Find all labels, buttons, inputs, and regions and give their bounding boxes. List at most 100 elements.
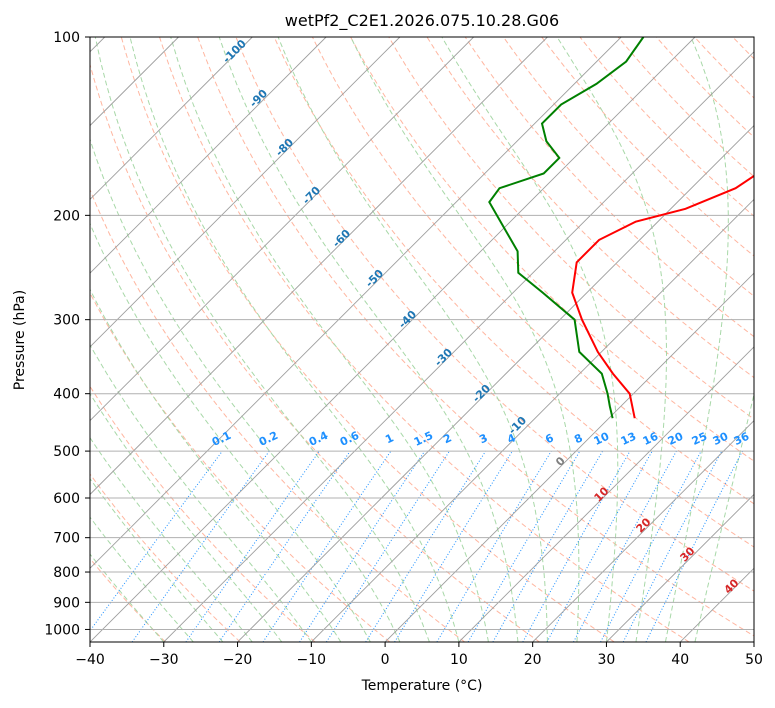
mixing-ratio-line [573, 450, 677, 642]
isotherm-label: -60 [330, 227, 353, 250]
isotherm-label: -100 [220, 37, 249, 66]
isotherm-line [90, 37, 327, 274]
dry-adiabat [388, 37, 754, 420]
mixing-ratio-line [492, 450, 604, 642]
isotherm-label: -70 [300, 184, 323, 207]
moist-adiabat [694, 392, 754, 642]
isotherm-label: -20 [470, 382, 493, 405]
isotherm-line [90, 37, 179, 127]
isotherm-line [163, 51, 754, 642]
dry-adiabat [694, 37, 754, 99]
dry-adiabat [90, 62, 540, 642]
y-tick-label: 300 [53, 313, 80, 329]
isotherm-line [90, 37, 474, 422]
mixing-ratio-label: 0.4 [307, 429, 330, 449]
isotherm-line [753, 641, 754, 642]
dry-adiabat [311, 37, 754, 505]
moist-adiabat [90, 392, 283, 642]
mixing-ratio-line [622, 450, 723, 642]
mixing-ratio-line [325, 450, 450, 642]
isotherm-line [90, 37, 696, 642]
isotherm-label: -50 [363, 267, 386, 290]
temperature-line [571, 174, 754, 419]
isotherm-label: -30 [432, 346, 455, 369]
dry-adiabat [350, 37, 754, 462]
y-tick-label: 500 [53, 444, 80, 460]
x-tick-label: 20 [524, 652, 542, 668]
mixing-ratio-line [131, 450, 270, 642]
y-tick-label: 900 [53, 595, 80, 611]
moist-adiabat [277, 37, 548, 642]
y-tick-label: 1000 [44, 622, 80, 638]
isotherm-line [90, 37, 622, 569]
mixing-ratio-label: 13 [619, 430, 638, 448]
plot-frame [89, 36, 755, 643]
dry-adiabat [90, 640, 91, 642]
isotherm-line [237, 124, 754, 642]
x-tick-label: 50 [745, 652, 763, 668]
moist-adiabat [90, 343, 312, 642]
dry-adiabat [120, 37, 615, 642]
moist-adiabat [90, 222, 371, 642]
mixing-ratio-line [645, 450, 743, 642]
mixing-ratio-line [90, 450, 223, 632]
x-tick-label: −10 [297, 652, 327, 668]
dry-adiabat [771, 37, 775, 642]
background-lines [90, 37, 775, 642]
mixing-ratio-label: 3 [477, 431, 489, 446]
mixing-ratio-label: 10 [592, 430, 612, 448]
mixing-ratio-label: 25 [690, 430, 709, 448]
moist-adiabat [90, 553, 165, 642]
dry-adiabat [426, 37, 754, 379]
chart-title: wetPf2_C2E1.2026.075.10.28.G06 [284, 11, 560, 30]
moist-adiabat [90, 477, 224, 642]
mixing-ratio-line [546, 450, 653, 642]
dry-adiabat [464, 37, 754, 338]
mixing-ratio-label: 20 [666, 430, 686, 448]
x-tick-label: −20 [223, 652, 253, 668]
mixing-ratio-label: 1 [383, 431, 395, 446]
mixing-ratio-label: 0.6 [338, 429, 361, 449]
x-tick-label: −40 [75, 652, 105, 668]
isotherm-line [458, 346, 754, 642]
mixing-ratio-label: 30 [711, 430, 731, 448]
moist-adiabat [90, 436, 253, 642]
x-tick-label: 40 [671, 652, 689, 668]
isotherm-line [90, 37, 253, 200]
dry-adiabat [159, 37, 690, 642]
dry-adiabat [235, 37, 754, 592]
moist-adiabat [350, 37, 580, 642]
moist-adiabat [94, 37, 430, 642]
isotherm-line [384, 272, 754, 642]
y-tick-label: 400 [53, 387, 80, 403]
dry-adiabat [197, 37, 754, 637]
isotherm-line [90, 37, 548, 496]
y-tick-label: 700 [53, 531, 80, 547]
dry-adiabat [579, 37, 754, 217]
moist-adiabat [556, 37, 667, 642]
mixing-ratio-line [262, 450, 392, 642]
moist-adiabat [129, 37, 460, 642]
y-tick-label: 100 [53, 30, 80, 46]
isotherm-line [90, 37, 106, 53]
line-labels: -100-90-80-70-60-50-40-30-20-100.1 0.2 0.4… [210, 37, 752, 597]
mixing-ratio-label: 6 [543, 431, 556, 446]
isotherm-line [532, 420, 754, 642]
dry-adiabat [90, 385, 316, 642]
mixing-ratio-line [299, 450, 426, 642]
y-tick-label: 200 [53, 208, 80, 224]
mixing-ratio-line [218, 450, 351, 642]
dry-adiabat [90, 292, 391, 642]
moist-adiabat-label: 30 [678, 544, 698, 564]
y-tick-label: 800 [53, 565, 80, 581]
sounding-series [488, 37, 754, 419]
mixing-ratio-line [436, 450, 552, 642]
dry-adiabat [541, 37, 754, 257]
x-tick-label: −30 [149, 652, 179, 668]
moist-adiabat-label: 40 [722, 576, 742, 596]
dry-adiabat [90, 557, 166, 642]
isotherm-label: -90 [247, 87, 270, 110]
dry-adiabat [655, 37, 754, 138]
mixing-ratio-line [467, 450, 581, 642]
